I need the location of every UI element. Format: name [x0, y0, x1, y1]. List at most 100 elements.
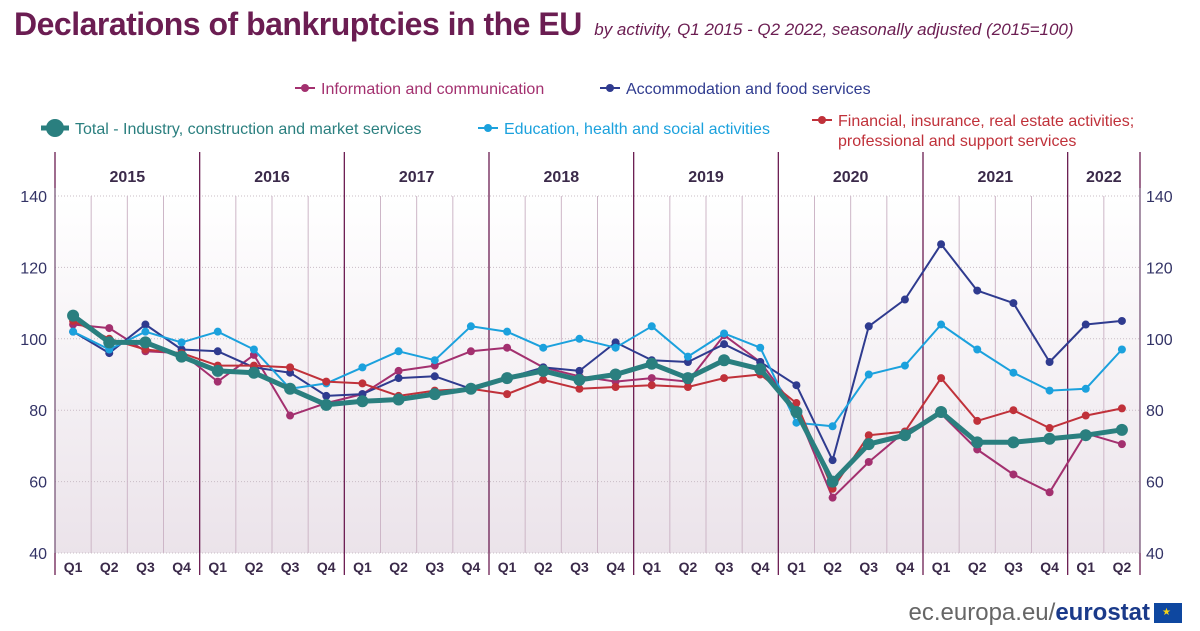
y-tick-label-right: 40 — [1146, 546, 1164, 563]
legend-item: Financial, insurance, real estate activi… — [812, 113, 1134, 150]
data-point — [105, 324, 114, 333]
data-point — [394, 347, 403, 356]
data-point — [609, 368, 622, 381]
legend-label: Information and communication — [321, 81, 544, 98]
x-tick-label: Q2 — [389, 559, 408, 575]
data-point — [67, 309, 80, 322]
data-point — [392, 393, 405, 406]
x-tick-label: Q3 — [570, 559, 589, 575]
data-point — [720, 340, 729, 349]
data-point — [828, 493, 837, 502]
data-point — [1079, 429, 1092, 442]
x-tick-label: Q4 — [462, 559, 481, 575]
data-point — [864, 322, 873, 331]
data-point — [647, 322, 656, 331]
legend-swatch-marker — [484, 124, 492, 132]
series-line — [72, 319, 1123, 490]
data-point — [973, 345, 982, 354]
data-point — [973, 416, 982, 425]
data-point — [720, 329, 729, 338]
eu-flag-icon: ★ — [1154, 603, 1182, 623]
data-point — [286, 411, 295, 420]
data-point — [792, 399, 801, 408]
data-point — [864, 457, 873, 466]
data-point — [430, 356, 439, 365]
data-point — [1115, 423, 1128, 436]
x-tick-label: Q1 — [353, 559, 372, 575]
data-point — [937, 240, 946, 249]
chart-title: Declarations of bankruptcies in the EU — [14, 6, 582, 42]
legend-item: Accommodation and food services — [600, 81, 871, 98]
legend-item: Total - Industry, construction and marke… — [41, 119, 422, 138]
chart-header: Declarations of bankruptcies in the EU b… — [14, 6, 1074, 43]
chart-subtitle: by activity, Q1 2015 - Q2 2022, seasonal… — [594, 20, 1074, 39]
x-tick-label: Q2 — [1113, 559, 1132, 575]
data-point — [647, 381, 656, 390]
y-tick-label-left: 120 — [20, 260, 47, 277]
x-tick-label: Q4 — [1040, 559, 1059, 575]
data-point — [249, 345, 258, 354]
series-5 — [67, 309, 1128, 488]
data-point — [286, 363, 295, 372]
year-label: 2022 — [1086, 169, 1122, 186]
x-tick-label: Q4 — [317, 559, 336, 575]
x-tick-label: Q1 — [498, 559, 517, 575]
data-point — [141, 320, 150, 329]
data-point — [683, 352, 692, 361]
data-point — [862, 438, 875, 451]
data-point — [573, 373, 586, 386]
data-point — [320, 398, 333, 411]
data-point — [756, 343, 765, 352]
data-point — [1045, 488, 1054, 497]
data-point — [175, 350, 188, 363]
legend-label: Financial, insurance, real estate activi… — [838, 113, 1134, 150]
data-point — [1081, 384, 1090, 393]
x-tick-label: Q3 — [425, 559, 444, 575]
legend-label: Total - Industry, construction and marke… — [75, 121, 422, 138]
data-point — [1007, 436, 1020, 449]
x-tick-label: Q4 — [751, 559, 770, 575]
data-point — [645, 357, 658, 370]
data-point — [792, 381, 801, 390]
x-tick-label: Q1 — [64, 559, 83, 575]
year-label: 2017 — [399, 169, 435, 186]
x-tick-label: Q2 — [968, 559, 987, 575]
data-point — [790, 405, 803, 418]
data-point — [971, 436, 984, 449]
y-tick-label-right: 80 — [1146, 403, 1164, 420]
data-point — [213, 347, 222, 356]
data-point — [898, 429, 911, 442]
data-point — [826, 475, 839, 488]
x-tick-label: Q3 — [1004, 559, 1023, 575]
data-point — [464, 382, 477, 395]
year-label: 2019 — [688, 169, 724, 186]
data-point — [539, 375, 548, 384]
data-point — [1081, 411, 1090, 420]
footer-host: ec.europa.eu/ — [908, 599, 1056, 626]
data-point — [394, 366, 403, 375]
x-tick-label: Q1 — [642, 559, 661, 575]
data-point — [358, 379, 367, 388]
data-point — [211, 364, 224, 377]
data-point — [1045, 386, 1054, 395]
x-tick-label: Q2 — [245, 559, 264, 575]
legend-label: Education, health and social activities — [504, 121, 770, 138]
data-point — [1043, 432, 1056, 445]
year-label: 2020 — [833, 169, 869, 186]
data-point — [537, 364, 550, 377]
data-point — [213, 327, 222, 336]
legend-swatch-marker — [46, 119, 64, 137]
x-tick-label: Q4 — [172, 559, 191, 575]
data-point — [575, 334, 584, 343]
year-label: 2016 — [254, 169, 290, 186]
y-tick-label-right: 120 — [1146, 260, 1173, 277]
data-point — [430, 372, 439, 381]
x-tick-label: Q1 — [208, 559, 227, 575]
data-point — [864, 370, 873, 379]
data-point — [69, 327, 78, 336]
x-tick-label: Q3 — [715, 559, 734, 575]
legend-label: Accommodation and food services — [626, 81, 871, 98]
y-tick-label-left: 60 — [29, 475, 47, 492]
data-point — [1081, 320, 1090, 329]
